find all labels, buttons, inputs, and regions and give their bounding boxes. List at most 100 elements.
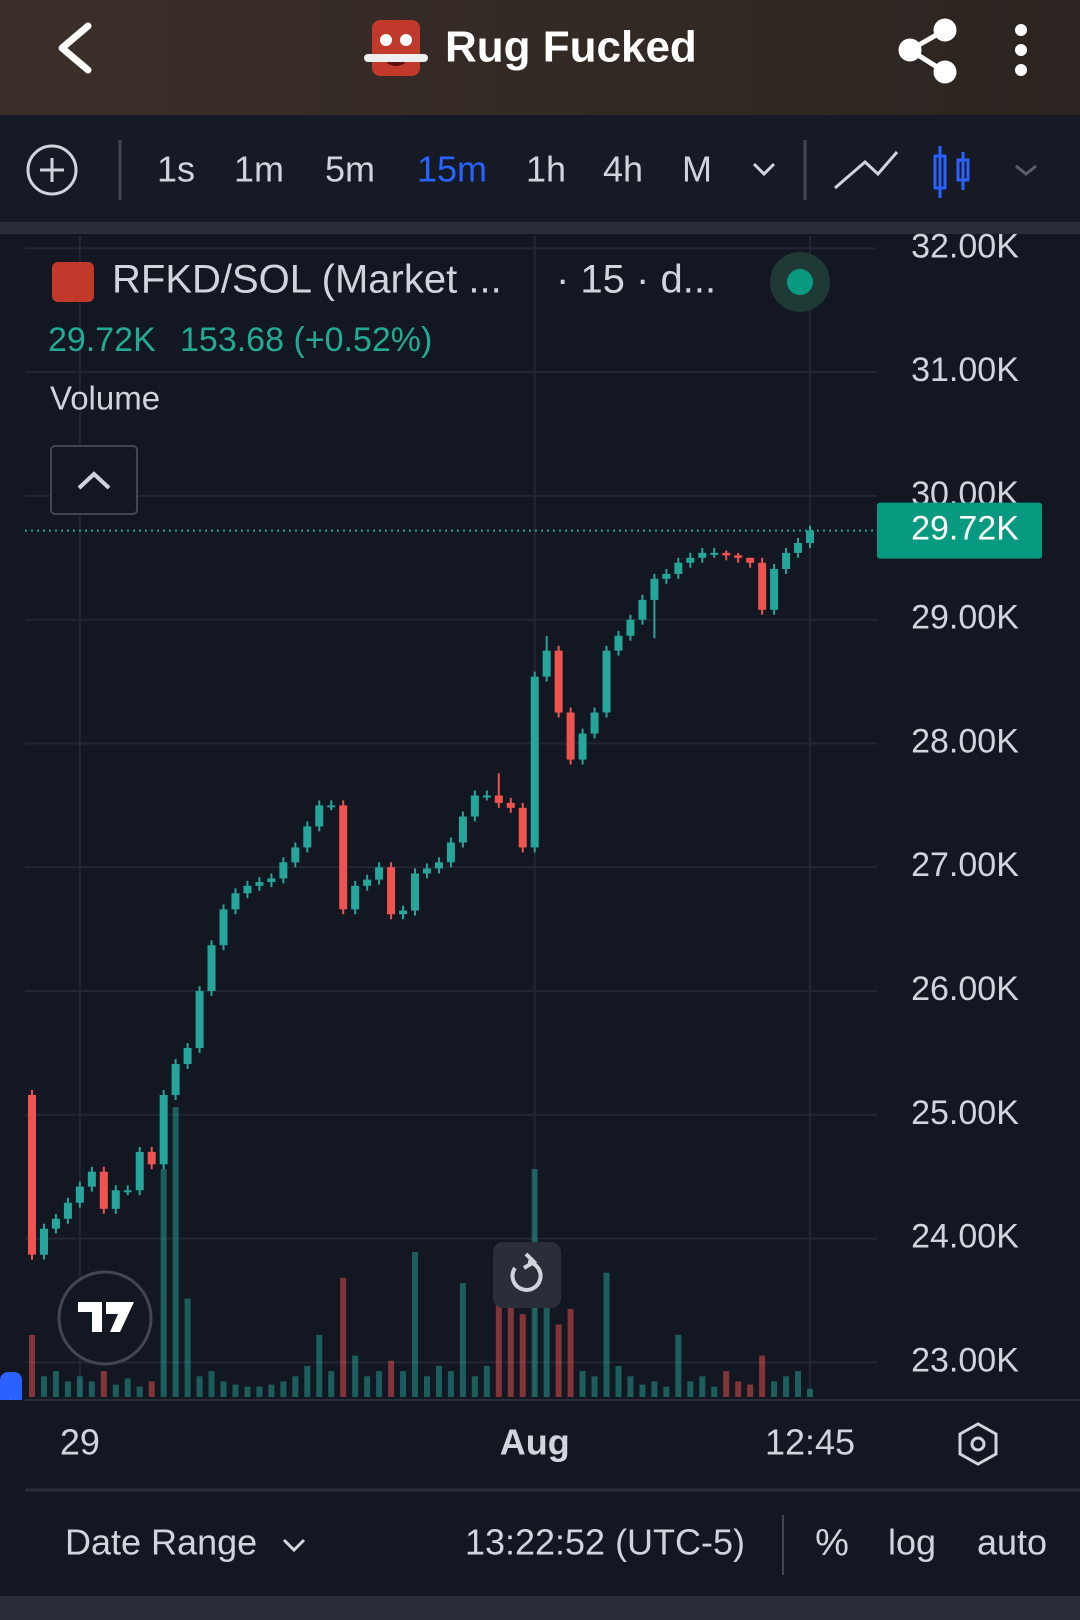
chart-type-dropdown[interactable] <box>1015 164 1037 176</box>
candle-body <box>554 650 563 713</box>
collapse-button[interactable] <box>50 445 138 515</box>
line-chart-button[interactable] <box>834 151 899 190</box>
percent-toggle[interactable]: % <box>815 1522 849 1564</box>
date-range-button[interactable]: Date Range <box>65 1522 257 1563</box>
candle-body <box>470 795 479 817</box>
volume-bar <box>591 1376 598 1397</box>
volume-bar <box>447 1371 454 1397</box>
toolbar <box>0 115 1080 222</box>
add-indicator-button[interactable] <box>26 144 78 196</box>
candle-chart-button[interactable] <box>933 146 970 198</box>
volume-bar <box>687 1381 694 1397</box>
bottom-strip <box>0 1596 1080 1620</box>
separator-band <box>0 222 1080 234</box>
timeframe-button[interactable]: 1m <box>234 149 284 190</box>
volume-bar <box>244 1386 251 1397</box>
share-button[interactable] <box>898 18 957 84</box>
timeframe-button[interactable]: M <box>682 149 712 190</box>
candle-body <box>28 1094 36 1255</box>
auto-toggle[interactable]: auto <box>977 1522 1047 1563</box>
timeframe-button[interactable]: 4h <box>603 149 643 190</box>
timeframe-button[interactable]: 1s <box>157 149 195 190</box>
candle-body <box>279 862 288 879</box>
timeframe-button[interactable]: 1h <box>526 149 566 190</box>
volume-bar <box>747 1384 754 1397</box>
volume-bar <box>52 1371 59 1397</box>
volume-bar <box>795 1371 802 1397</box>
volume-bar <box>507 1252 514 1397</box>
collapse-arrow <box>77 471 111 490</box>
last-price-tag <box>877 502 1042 559</box>
legend-price: 29.72K <box>48 321 156 359</box>
candle-body <box>698 552 707 558</box>
volume-bar <box>603 1272 610 1397</box>
candle-body <box>650 578 659 600</box>
candle-body <box>566 712 575 760</box>
volume-bar <box>388 1360 395 1397</box>
token-icon <box>364 20 428 76</box>
back-button[interactable] <box>58 22 92 74</box>
candle-body <box>87 1171 96 1187</box>
volume-bar <box>567 1308 574 1397</box>
candle-body <box>327 805 336 808</box>
more-button[interactable] <box>1015 24 1027 76</box>
volume-bar <box>675 1334 682 1397</box>
y-tick-label: 23.00K <box>911 1341 1019 1379</box>
clock: 13:22:52 (UTC-5) <box>465 1522 745 1563</box>
volume-bar <box>735 1381 742 1397</box>
volume-bar <box>256 1386 263 1397</box>
candle-body <box>267 878 276 883</box>
volume-bar <box>783 1376 790 1397</box>
settings-button[interactable] <box>958 1422 998 1466</box>
volume-bar <box>651 1381 658 1397</box>
volume-bar <box>519 1314 526 1397</box>
candle-body <box>387 867 396 915</box>
volume-bar <box>364 1376 371 1397</box>
x-tick-label: Aug <box>500 1422 570 1463</box>
y-tick-label: 32.00K <box>911 227 1019 265</box>
volume-bar <box>423 1376 430 1397</box>
candle-body <box>422 868 431 874</box>
candle-body <box>363 879 372 886</box>
volume-bar <box>184 1298 191 1397</box>
candle-body <box>806 530 814 543</box>
candle-body <box>782 552 791 569</box>
candle-body <box>51 1218 60 1229</box>
volume-bar <box>639 1384 646 1397</box>
y-tick-label: 29.00K <box>911 599 1019 637</box>
candle-body <box>794 542 803 553</box>
candle-body <box>674 562 683 574</box>
volume-bar <box>100 1371 107 1397</box>
volume-bar <box>663 1386 670 1397</box>
candle-body <box>518 807 527 848</box>
candle-body <box>99 1171 108 1209</box>
volume-bar <box>280 1381 287 1397</box>
timeframe-button[interactable]: 15m <box>417 149 487 190</box>
candle-body <box>315 805 324 827</box>
header-title: Rug Fucked <box>445 23 697 72</box>
volume-bar <box>64 1381 71 1397</box>
reset-button[interactable] <box>493 1242 561 1308</box>
candle-body <box>291 847 300 863</box>
candle-body <box>195 991 204 1048</box>
candle-body <box>494 795 503 803</box>
volume-bar <box>615 1365 622 1397</box>
plot-area <box>25 236 877 1397</box>
volume-bar <box>471 1376 478 1397</box>
candle-body <box>207 945 216 992</box>
volume-bar <box>627 1376 634 1397</box>
log-toggle[interactable]: log <box>888 1522 936 1563</box>
candle-body <box>159 1094 168 1165</box>
candle-body <box>530 676 539 848</box>
candle-body <box>734 555 743 558</box>
volume-bar <box>232 1384 239 1397</box>
candle-body <box>231 893 240 910</box>
y-tick-label: 28.00K <box>911 722 1019 760</box>
volume-bar <box>771 1381 778 1397</box>
volume-bar <box>316 1334 323 1397</box>
timeframe-button[interactable]: 5m <box>325 149 375 190</box>
volume-bar <box>412 1252 419 1397</box>
candle-body <box>626 619 635 636</box>
timeframe-dropdown[interactable] <box>752 162 776 177</box>
candle-body <box>39 1228 48 1255</box>
